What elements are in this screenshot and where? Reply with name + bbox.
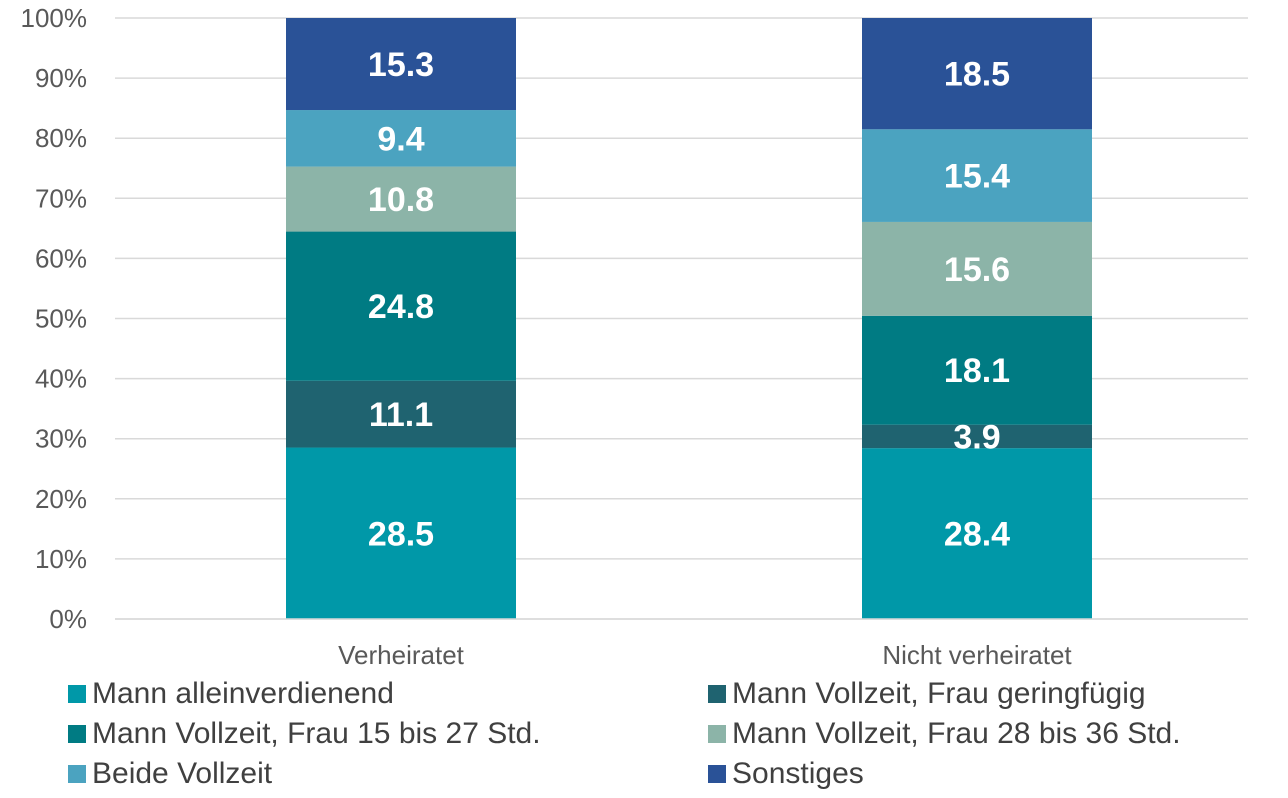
legend-swatch	[708, 725, 726, 743]
bar-segment	[862, 18, 1092, 130]
x-tick-label: Verheiratet	[338, 640, 465, 670]
bars	[286, 18, 1092, 619]
data-label: 24.8	[368, 288, 434, 326]
legend-swatch	[68, 765, 86, 783]
legend-label: Mann Vollzeit, Frau 15 bis 27 Std.	[92, 717, 541, 750]
bar-segment	[286, 231, 516, 381]
data-label: 18.5	[944, 56, 1010, 94]
legend-item: Mann alleinverdienend	[68, 674, 394, 714]
legend-item: Beide Vollzeit	[68, 754, 272, 794]
legend-label: Mann Vollzeit, Frau 28 bis 36 Std.	[732, 717, 1181, 750]
bar-segment	[862, 315, 1092, 425]
y-tick-label: 10%	[35, 544, 87, 574]
legend-item: Mann Vollzeit, Frau 15 bis 27 Std.	[68, 714, 541, 754]
y-tick-label: 40%	[35, 364, 87, 394]
x-axis: Verheiratet Nicht verheiratet	[115, 618, 1248, 670]
y-tick-label: 70%	[35, 183, 87, 213]
y-tick-label: 90%	[35, 63, 87, 93]
bar-segment	[286, 380, 516, 448]
bar-segment	[862, 221, 1092, 316]
x-tick-label: Nicht verheiratet	[882, 640, 1072, 670]
bar-segment	[286, 166, 516, 232]
data-label: 15.6	[944, 251, 1010, 289]
y-axis: 0% 10% 20% 30% 40% 50% 60% 70% 80% 90% 100%	[21, 3, 88, 634]
bar-segment	[862, 448, 1092, 619]
legend-label: Beide Vollzeit	[92, 757, 273, 790]
y-tick-label: 80%	[35, 123, 87, 153]
data-label: 28.5	[368, 515, 434, 553]
legend-swatch	[68, 685, 86, 703]
stacked-bar-chart: 0% 10% 20% 30% 40% 50% 60% 70% 80% 90% 100% 28.5 11…	[21, 3, 1248, 670]
legend-label: Mann Vollzeit, Frau geringfügig	[732, 677, 1146, 710]
y-tick-label: 0%	[49, 604, 87, 634]
data-label: 11.1	[369, 396, 433, 434]
bar-segment	[286, 447, 516, 619]
data-label: 18.1	[944, 352, 1010, 390]
legend: Mann alleinverdienend Mann Vollzeit, Frau…	[0, 672, 1288, 798]
data-label: 15.3	[368, 46, 434, 84]
legend-label: Sonstiges	[732, 757, 864, 790]
legend-item: Sonstiges	[708, 754, 864, 794]
y-tick-label: 100%	[21, 3, 88, 33]
y-tick-label: 30%	[35, 424, 87, 454]
y-tick-label: 60%	[35, 243, 87, 273]
data-label: 10.8	[368, 181, 434, 219]
data-label: 9.4	[377, 120, 424, 158]
data-label: 15.4	[944, 158, 1010, 196]
y-tick-label: 20%	[35, 484, 87, 514]
legend-item: Mann Vollzeit, Frau 28 bis 36 Std.	[708, 714, 1181, 754]
bar-segment	[862, 424, 1092, 449]
legend-item: Mann Vollzeit, Frau geringfügig	[708, 674, 1146, 714]
bar-segment	[286, 18, 516, 111]
data-label: 28.4	[944, 516, 1010, 554]
legend-swatch	[708, 685, 726, 703]
y-tick-label: 50%	[35, 304, 87, 334]
legend-swatch	[708, 765, 726, 783]
legend-swatch	[68, 725, 86, 743]
bar-segment	[862, 129, 1092, 222]
bar-segment	[286, 110, 516, 167]
data-labels: 28.5 11.1 24.8 10.8 9.4 15.3 28.4 3.9 18.1 15.6 15…	[368, 46, 1010, 554]
data-label: 3.9	[953, 418, 1000, 456]
legend-label: Mann alleinverdienend	[92, 677, 394, 710]
